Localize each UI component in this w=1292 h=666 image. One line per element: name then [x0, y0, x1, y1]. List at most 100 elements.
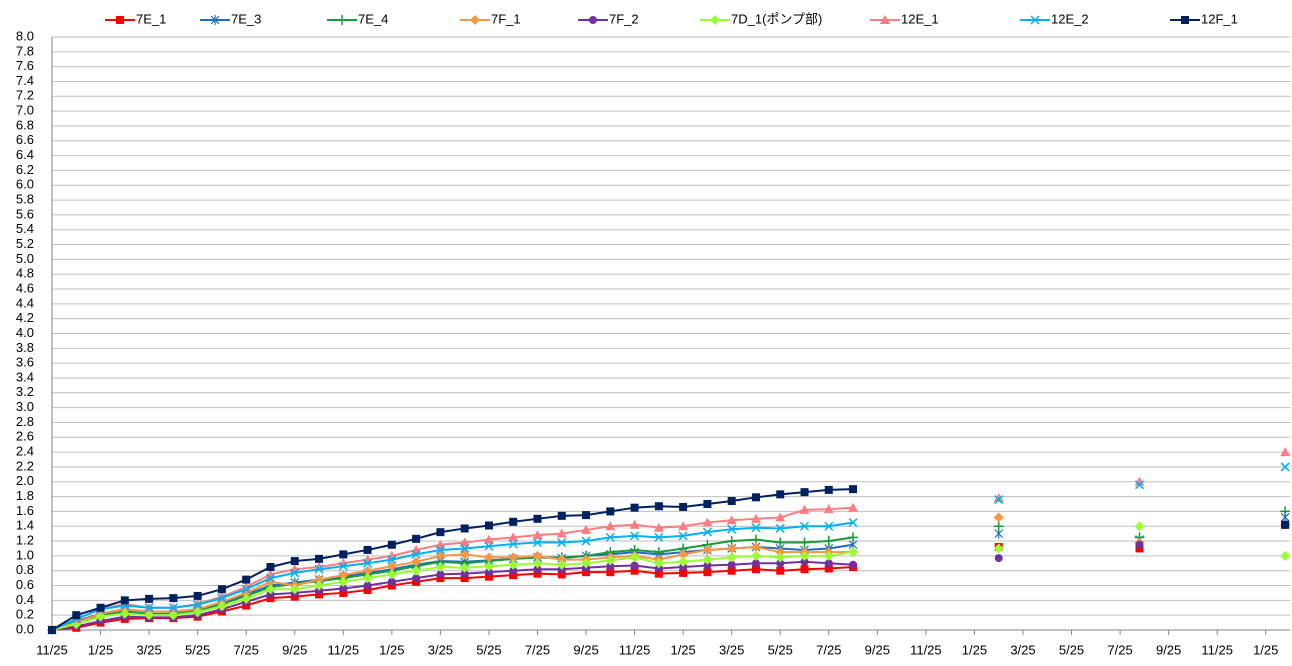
data-point — [582, 568, 591, 577]
data-point — [435, 545, 445, 555]
data-point — [654, 564, 663, 573]
x-tick-label: 9/25 — [573, 642, 598, 657]
data-point — [508, 559, 519, 570]
data-point — [120, 596, 129, 605]
data-point — [629, 552, 640, 563]
data-point — [1280, 506, 1291, 517]
y-tick-label: 7.4 — [16, 73, 34, 88]
data-point — [678, 521, 689, 531]
data-point — [993, 543, 1004, 554]
data-point — [630, 503, 639, 512]
y-tick-label: 3.4 — [16, 369, 34, 384]
data-point — [775, 552, 786, 563]
data-point — [216, 591, 227, 601]
data-point — [314, 561, 325, 571]
legend-label: 7E_1 — [136, 11, 166, 26]
data-point — [702, 527, 712, 537]
data-point — [48, 626, 56, 634]
data-point — [289, 584, 300, 595]
y-tick-label: 0.2 — [16, 607, 34, 622]
data-point — [800, 565, 809, 574]
y-tick-label: 2.2 — [16, 458, 34, 473]
data-point — [702, 544, 713, 555]
data-point — [630, 566, 639, 575]
x-tick-label: 1/25 — [670, 642, 695, 657]
data-point — [848, 502, 859, 512]
x-tick-label: 5/25 — [1059, 642, 1084, 657]
data-point — [241, 584, 251, 594]
data-point — [775, 512, 786, 522]
data-point — [266, 590, 275, 599]
data-point — [460, 574, 469, 583]
data-point — [460, 569, 469, 578]
legend-label: 12E_2 — [1051, 11, 1089, 26]
data-point — [824, 564, 833, 573]
data-point — [776, 566, 785, 575]
data-point — [193, 591, 202, 600]
data-point — [411, 549, 421, 559]
data-point — [459, 537, 470, 547]
data-point — [145, 594, 154, 603]
y-tick-label: 4.2 — [16, 310, 34, 325]
x-tick-label: 9/25 — [865, 642, 890, 657]
data-point — [363, 545, 372, 554]
data-point — [435, 561, 446, 572]
data-point — [751, 565, 760, 574]
y-tick-label: 1.0 — [16, 547, 34, 562]
x-tick-label: 3/25 — [136, 642, 161, 657]
legend-item: 7E_4 — [327, 11, 388, 26]
x-tick-label: 11/25 — [1201, 642, 1233, 657]
x-tick-label: 3/25 — [428, 642, 453, 657]
x-tick-label: 5/25 — [185, 642, 210, 657]
y-tick-label: 2.4 — [16, 444, 34, 459]
data-point — [96, 603, 105, 612]
data-point — [727, 566, 736, 575]
y-tick-label: 1.2 — [16, 532, 34, 547]
data-point — [339, 588, 348, 597]
data-point — [799, 521, 810, 531]
y-tick-label: 7.8 — [16, 43, 34, 58]
data-point — [119, 608, 130, 619]
data-point — [679, 568, 688, 577]
data-point — [994, 495, 1004, 505]
data-point — [314, 580, 325, 591]
data-point — [1135, 540, 1144, 549]
data-point — [824, 559, 833, 568]
x-tick-label: 11/25 — [910, 642, 942, 657]
data-point — [144, 610, 155, 621]
data-point — [338, 561, 348, 571]
data-point — [823, 536, 834, 547]
y-tick-label: 1.8 — [16, 488, 34, 503]
legend-marker — [470, 15, 480, 25]
y-tick-label: 5.6 — [16, 206, 34, 221]
data-point — [556, 559, 567, 570]
data-point — [387, 577, 396, 586]
legend-marker — [880, 15, 890, 24]
data-point — [290, 568, 300, 578]
data-point — [799, 504, 810, 514]
y-tick-label: 5.4 — [16, 221, 34, 236]
data-point — [605, 555, 616, 566]
y-tick-label: 4.4 — [16, 295, 34, 310]
data-point — [386, 561, 397, 572]
data-point — [168, 610, 179, 621]
data-point — [581, 524, 592, 534]
data-point — [727, 560, 736, 569]
data-point — [750, 513, 761, 523]
data-point — [532, 558, 543, 569]
data-point — [533, 569, 542, 578]
y-tick-label: 0.0 — [16, 621, 34, 636]
data-point — [606, 507, 615, 516]
data-point — [606, 568, 615, 577]
data-point — [557, 570, 566, 579]
data-point — [532, 530, 543, 540]
x-tick-label: 7/25 — [1107, 642, 1132, 657]
data-point — [581, 558, 592, 569]
data-point — [1134, 521, 1145, 532]
data-point — [751, 559, 760, 568]
data-point — [848, 517, 858, 528]
data-point — [483, 561, 494, 572]
data-point — [363, 558, 373, 568]
data-point — [339, 584, 348, 593]
data-point — [509, 517, 518, 526]
